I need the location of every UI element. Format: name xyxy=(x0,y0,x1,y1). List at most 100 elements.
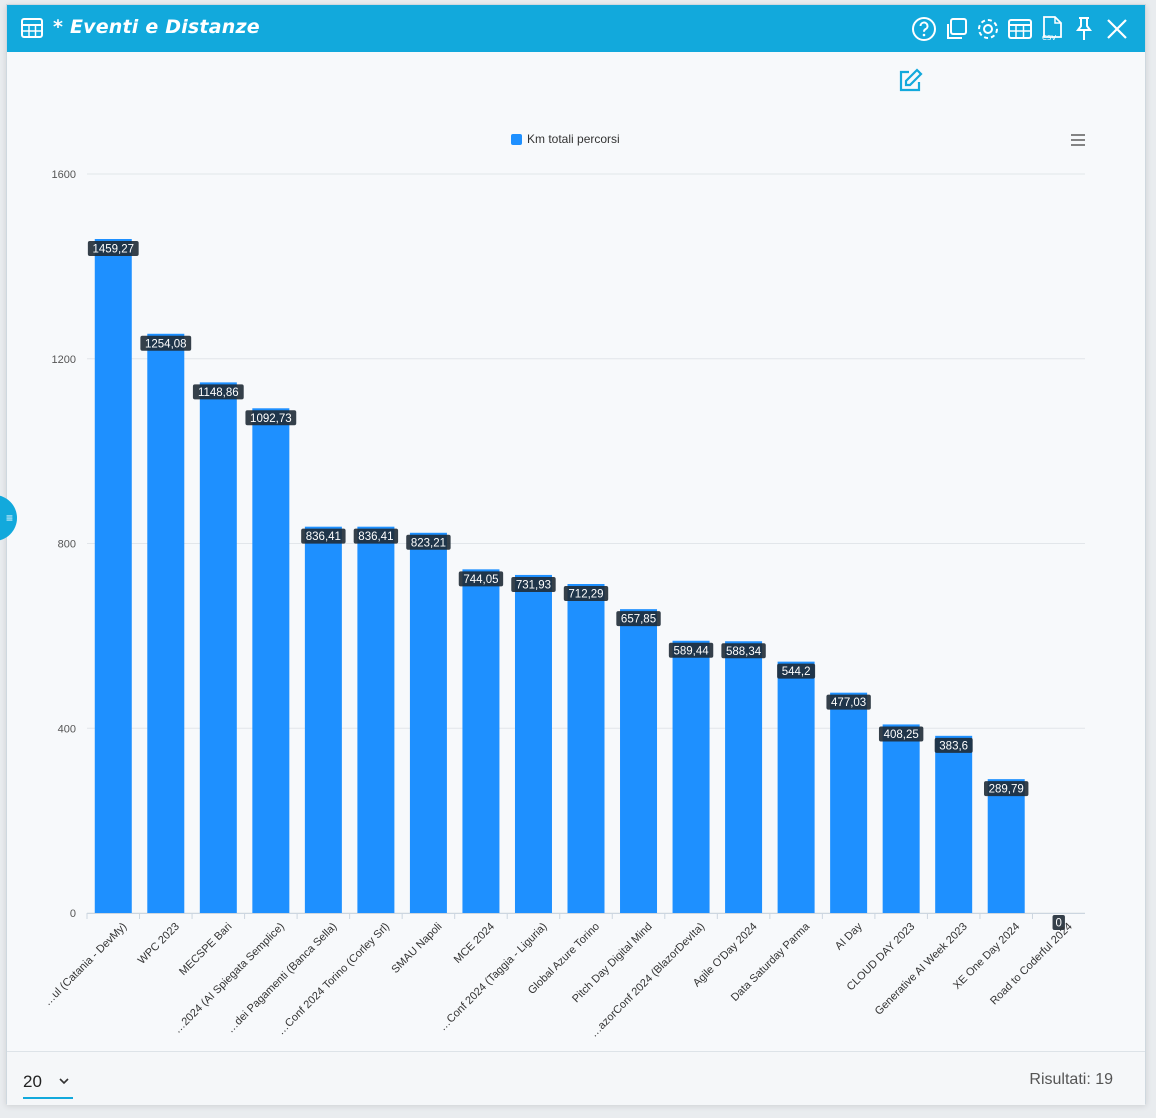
csv-export-button[interactable]: CSV xyxy=(1038,15,1066,43)
pin-button[interactable] xyxy=(1070,15,1098,43)
data-label: 1092,73 xyxy=(250,413,292,425)
duplicate-button[interactable] xyxy=(942,15,970,43)
data-label-box xyxy=(563,586,609,602)
title-bar: * Eventi e Distanze xyxy=(7,5,1145,52)
data-label-box xyxy=(87,240,139,256)
data-label-box xyxy=(777,663,816,679)
bar xyxy=(304,526,342,913)
edit-icon xyxy=(899,68,923,92)
data-label-box xyxy=(353,528,399,544)
data-label: 408,25 xyxy=(884,729,919,741)
bar xyxy=(252,408,290,913)
x-tick-label: AI Day xyxy=(833,920,865,952)
csv-export-icon xyxy=(1043,16,1062,38)
duplicate-icon xyxy=(947,18,967,39)
data-label: 588,34 xyxy=(726,646,762,658)
data-label: 823,21 xyxy=(411,537,446,549)
bar xyxy=(620,609,658,913)
data-label-box xyxy=(245,410,297,426)
bar xyxy=(935,735,973,913)
bar xyxy=(777,661,815,913)
help-icon xyxy=(912,17,936,41)
close-button[interactable] xyxy=(1103,15,1131,43)
x-tick-label: …dei Pagamenti (Banca Sella) xyxy=(225,921,340,1036)
bar xyxy=(147,333,185,913)
legend-swatch xyxy=(511,133,522,145)
data-label: 589,44 xyxy=(673,645,709,657)
x-tick-label: MECSPE Bari xyxy=(177,921,234,978)
data-label-box xyxy=(458,571,504,587)
data-label-box xyxy=(878,726,924,742)
csv-badge: CSV xyxy=(1042,34,1057,42)
chart-legend-item[interactable]: Km totali percorsi xyxy=(511,132,620,146)
x-tick-label: Generative AI Week 2023 xyxy=(873,921,970,1018)
bar xyxy=(357,526,395,913)
data-label-box xyxy=(668,642,714,658)
x-tick-label: …azorConf 2024 (BlazorDevIta) xyxy=(588,921,707,1040)
x-tick-label: WPC 2023 xyxy=(136,921,182,967)
table-view-button[interactable] xyxy=(1006,15,1034,43)
settings-icon xyxy=(978,19,998,39)
side-panel-toggle[interactable]: ≡ xyxy=(0,495,17,541)
bar xyxy=(409,532,447,913)
y-tick-label: 1600 xyxy=(52,169,76,181)
x-tick-label: …Conf 2024 Torino (Corley Srl) xyxy=(275,921,392,1038)
bar-chart: 0 400 800 1200 1600 1459,27 …ul (Catania - Dev… xyxy=(42,169,1085,1040)
data-label: 544,2 xyxy=(782,666,811,678)
data-label: 1148,86 xyxy=(198,387,239,399)
window-title: * Eventi e Distanze xyxy=(53,16,260,38)
settings-button[interactable] xyxy=(974,15,1002,43)
y-tick-label: 0 xyxy=(70,908,76,920)
edit-chart-button[interactable] xyxy=(897,68,923,94)
bar xyxy=(514,574,552,913)
page-size-value: 20 xyxy=(23,1072,42,1091)
data-label-box xyxy=(140,335,192,351)
data-label: 477,03 xyxy=(831,697,866,709)
table-icon xyxy=(21,18,43,38)
data-label-box xyxy=(934,737,973,753)
data-label-box xyxy=(616,611,661,627)
data-label: 731,93 xyxy=(516,579,551,591)
data-label: 1459,27 xyxy=(92,243,134,255)
data-label-box xyxy=(984,781,1029,797)
footer-bar: 20 Risultati: 19 xyxy=(7,1051,1145,1105)
help-button[interactable] xyxy=(910,15,938,43)
chart-menu-icon[interactable] xyxy=(1068,131,1088,149)
y-tick-label: 1200 xyxy=(52,354,76,366)
page-size-select[interactable]: 20 xyxy=(23,1065,73,1099)
data-label-box xyxy=(192,384,244,400)
data-label: 0 xyxy=(1056,918,1062,930)
data-label-box xyxy=(721,643,766,659)
bar xyxy=(987,779,1025,913)
close-icon xyxy=(1107,19,1127,39)
bar xyxy=(725,641,763,913)
bar xyxy=(882,724,920,913)
x-tick-label: …Conf 2024 (Taggia - Liguria) xyxy=(437,921,550,1034)
data-label-box xyxy=(406,534,451,550)
data-label: 712,29 xyxy=(568,589,603,601)
bar xyxy=(94,238,132,914)
data-label: 836,41 xyxy=(306,531,341,543)
results-count: Risultati: 19 xyxy=(1029,1071,1113,1088)
bar xyxy=(199,382,237,913)
x-tick-label: …ul (Catania - DevMy) xyxy=(42,921,130,1009)
x-tick-label: SMAU Napoli xyxy=(389,921,444,976)
pin-icon xyxy=(1076,17,1092,40)
bar xyxy=(830,692,868,913)
x-tick-label: …2024 (AI Spiegata Semplice) xyxy=(172,921,287,1036)
data-label: 657,85 xyxy=(621,614,656,626)
data-label-box xyxy=(511,576,556,592)
chart-window: * Eventi e Distanze xyxy=(0,4,1146,1105)
bar xyxy=(672,640,710,913)
x-tick-label: MCE 2024 xyxy=(452,921,497,966)
legend-label: Km totali percorsi xyxy=(527,132,620,146)
chevron-down-icon xyxy=(59,1078,69,1085)
menu-handle-icon: ≡ xyxy=(5,511,13,525)
y-tick-label: 800 xyxy=(58,539,76,551)
table-view-icon xyxy=(1008,19,1032,39)
data-label-box xyxy=(1052,915,1065,930)
data-label-box xyxy=(826,694,871,710)
bar xyxy=(567,584,605,913)
bar xyxy=(462,569,500,913)
data-label: 836,41 xyxy=(358,531,393,543)
